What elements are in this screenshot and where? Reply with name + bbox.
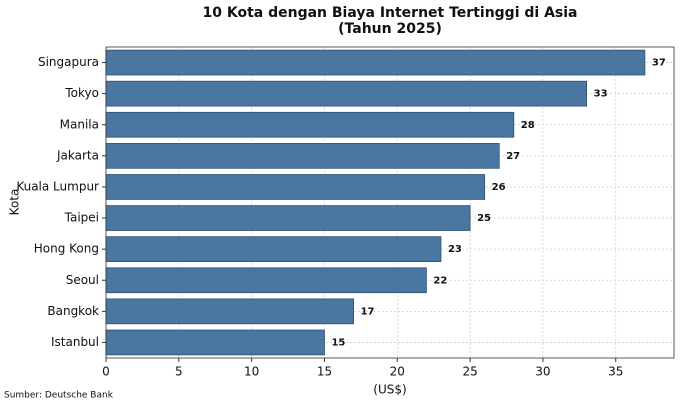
y-axis-label: Kota (8, 189, 22, 216)
bar (105, 236, 442, 262)
x-tick-label: 35 (608, 365, 623, 379)
y-tick-label: Seoul (66, 273, 99, 287)
value-label: 15 (331, 337, 345, 348)
y-tick-label: Kuala Lumpur (16, 179, 99, 193)
value-label: 22 (433, 275, 447, 286)
x-tick-label: 5 (175, 365, 183, 379)
y-tick-label: Tokyo (64, 86, 99, 100)
y-tick-label: Jakarta (56, 148, 99, 162)
bar (105, 329, 325, 356)
bar (105, 174, 486, 200)
y-tick-label: Hong Kong (34, 242, 99, 256)
value-label: 33 (594, 89, 608, 100)
value-label: 28 (521, 120, 535, 131)
x-tick-label: 25 (462, 365, 477, 379)
bar (105, 80, 588, 107)
x-axis-label: (US$) (373, 383, 406, 397)
chart-title: 10 Kota dengan Biaya Internet Tertinggi … (203, 5, 578, 21)
bar (105, 143, 500, 169)
value-label: 17 (361, 306, 375, 317)
y-tick-label: Taipei (64, 211, 99, 225)
bar (105, 111, 515, 138)
value-label: 37 (652, 58, 666, 69)
value-label: 25 (477, 213, 491, 224)
bar (105, 267, 427, 294)
y-tick-label: Manila (60, 117, 99, 131)
plot-frame (105, 46, 675, 359)
value-label: 27 (506, 151, 520, 162)
y-tick-label: Istanbul (51, 335, 99, 349)
x-tick-label: 30 (535, 365, 550, 379)
value-label: 23 (448, 244, 462, 255)
x-tick-label: 20 (390, 365, 405, 379)
y-tick-label: Singapura (38, 55, 99, 69)
y-tick-label: Bangkok (47, 304, 99, 318)
x-tick-label: 10 (244, 365, 259, 379)
chart-subtitle: (Tahun 2025) (338, 21, 442, 37)
bar (105, 298, 354, 325)
x-tick-label: 0 (102, 365, 110, 379)
value-label: 26 (492, 182, 506, 193)
bar (105, 49, 646, 76)
bar (105, 205, 471, 231)
x-tick-label: 15 (317, 365, 332, 379)
source-note: Sumber: Deutsche Bank (4, 391, 114, 400)
